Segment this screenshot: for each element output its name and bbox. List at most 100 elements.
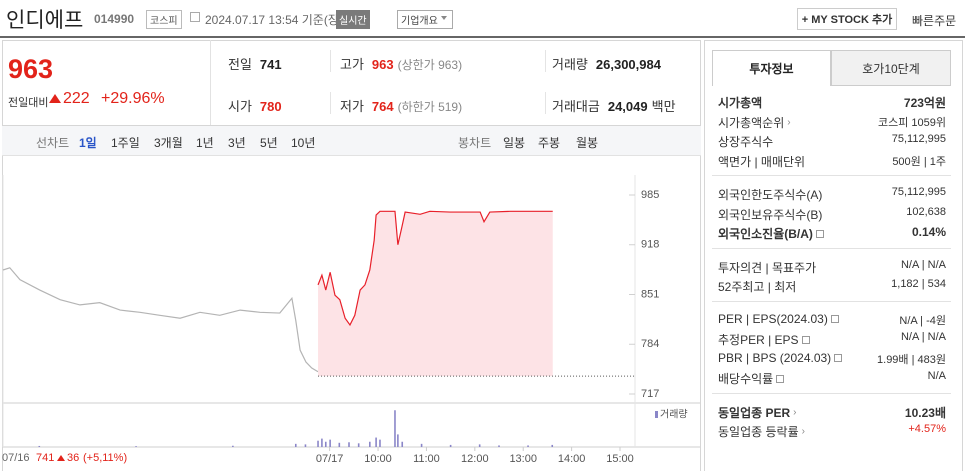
volume-bar <box>478 444 481 447</box>
link-arrow: › <box>787 116 791 128</box>
info-value: 1,182 | 534 <box>891 278 946 290</box>
info-label-text: PBR | BPS (2024.03) <box>718 350 832 365</box>
stat-label: 시가 <box>228 99 252 114</box>
change: 222 <box>63 90 90 107</box>
stat-value: 26,300,984 <box>595 57 661 72</box>
info-label: 시가총액 <box>718 94 762 111</box>
candle-tab[interactable]: 주봉 <box>538 136 561 150</box>
volume-bar <box>394 410 396 447</box>
info-label-text: 투자의견 | 목표주가 <box>718 260 817 275</box>
volume-bar <box>357 443 360 447</box>
dropdown-caret <box>441 16 447 20</box>
my-stock-button[interactable]: + MY STOCK 추가 <box>797 8 897 30</box>
info-value: N/A | N/A <box>900 331 946 343</box>
stat-label: 고가 <box>340 57 364 72</box>
info-label-text: 상장주식수 <box>718 135 774 149</box>
up-arrow-icon <box>49 94 61 103</box>
stat-divider <box>330 92 331 114</box>
current-price: 963 <box>8 54 54 84</box>
y-tick-label: 784 <box>641 338 659 350</box>
volume-bar <box>401 441 404 447</box>
volume-bar <box>449 444 452 447</box>
info-value: 500원 | 1주 <box>892 155 946 168</box>
stat-label: 거래대금 <box>552 99 600 114</box>
x-tick-label: 11:00 <box>413 453 440 465</box>
help-icon <box>801 335 810 344</box>
price-line <box>317 210 553 327</box>
period-tab[interactable]: 1년 <box>196 136 214 150</box>
x-tick-label: 13:00 <box>509 453 537 465</box>
group-divider <box>712 175 951 176</box>
period-tab[interactable]: 3개월 <box>154 136 183 150</box>
info-label: 추정PER | EPS <box>718 331 810 348</box>
x-tick-label: 10:00 <box>364 453 392 465</box>
info-value: 723억원 <box>903 96 946 110</box>
invest-tab[interactable]: 투자정보 <box>712 50 831 86</box>
volume-bar <box>527 445 529 447</box>
stat-note: (상한가 963) <box>397 58 463 72</box>
volume-bar <box>38 445 41 447</box>
stat: 시가 780 <box>228 96 282 115</box>
info-label-text: 추정PER | EPS <box>718 333 799 347</box>
info-label: 시가총액순위 › <box>718 114 791 131</box>
help-icon <box>815 229 824 238</box>
volume-bar <box>369 441 371 447</box>
volume-bar <box>135 446 137 447</box>
area <box>318 211 553 377</box>
stat-divider <box>545 50 546 72</box>
candle-tab[interactable]: 월봉 <box>576 136 599 150</box>
stat-value: 780 <box>259 99 282 114</box>
info-label-text: 외국인보유주식수(B) <box>718 207 823 222</box>
change-label: 전일대비 <box>8 97 49 109</box>
info-value: N/A | -4원 <box>899 314 946 327</box>
info-label: 상장주식수 <box>718 133 773 150</box>
stat-label: 전일 <box>228 57 252 72</box>
period-tab[interactable]: 1주일 <box>111 136 140 150</box>
stat: 고가 963 (상한가 963) <box>340 54 462 73</box>
stat: 저가 764 (하한가 519) <box>340 96 462 115</box>
help-icon <box>830 314 839 323</box>
stat-divider <box>330 50 331 72</box>
group-divider <box>712 300 951 302</box>
candle-tab[interactable]: 일봉 <box>503 136 526 150</box>
y-tick-label: 851 <box>641 288 659 300</box>
info-label-text: 액면가 | 매매단위 <box>718 154 806 169</box>
legend-label: 거래량 <box>660 409 688 421</box>
y-tick-label: 918 <box>641 239 659 251</box>
volume-bar <box>338 442 341 447</box>
period-tab[interactable]: 5년 <box>260 136 278 150</box>
stat-value: 24,049 <box>607 99 648 114</box>
stat-value: 764 <box>371 99 394 114</box>
info-label: 동일업종 등락률 › <box>718 423 805 440</box>
stat: 거래량 26,300,984 <box>552 54 661 73</box>
info-label-text: 시가총액순위 <box>718 115 785 130</box>
stat-value: 963 <box>371 57 394 72</box>
company-overview[interactable]: 기업개요 <box>397 10 453 29</box>
period-tab[interactable]: 1일 <box>79 136 97 150</box>
footer-change: 36 <box>67 452 80 464</box>
info-label: 액면가 | 매매단위 <box>718 153 805 170</box>
footer-close: 741 <box>36 452 55 464</box>
link-arrow: › <box>793 406 797 418</box>
line-chart-label: 선차트 <box>36 136 70 150</box>
period-tab[interactable]: 10년 <box>291 136 316 150</box>
help-icon <box>776 374 785 383</box>
x-tick-label: 14:00 <box>558 453 586 465</box>
quick-order[interactable]: 빠른주문 <box>912 14 957 28</box>
period-tab[interactable]: 3년 <box>228 136 246 150</box>
info-label-text: 배당수익률 <box>718 372 774 386</box>
info-value: 0.14% <box>911 225 946 239</box>
link-arrow: › <box>801 426 805 437</box>
y-tick-label: 717 <box>641 388 659 400</box>
info-value: N/A <box>927 370 946 382</box>
stat-label: 거래량 <box>552 57 588 72</box>
price-line <box>2 267 319 373</box>
info-value: 75,112,995 <box>891 133 946 145</box>
datetime: 2024.07.17 13:54 기준(장중) <box>205 13 354 27</box>
volume-bar <box>348 442 350 447</box>
footer-rate: (+5,11%) <box>83 452 128 464</box>
market-badge: 코스피 <box>146 10 182 29</box>
realtime-badge: 실시간 <box>336 10 370 29</box>
invest-tab[interactable]: 호가10단계 <box>831 50 951 86</box>
x-tick-label: 15:00 <box>606 453 634 465</box>
